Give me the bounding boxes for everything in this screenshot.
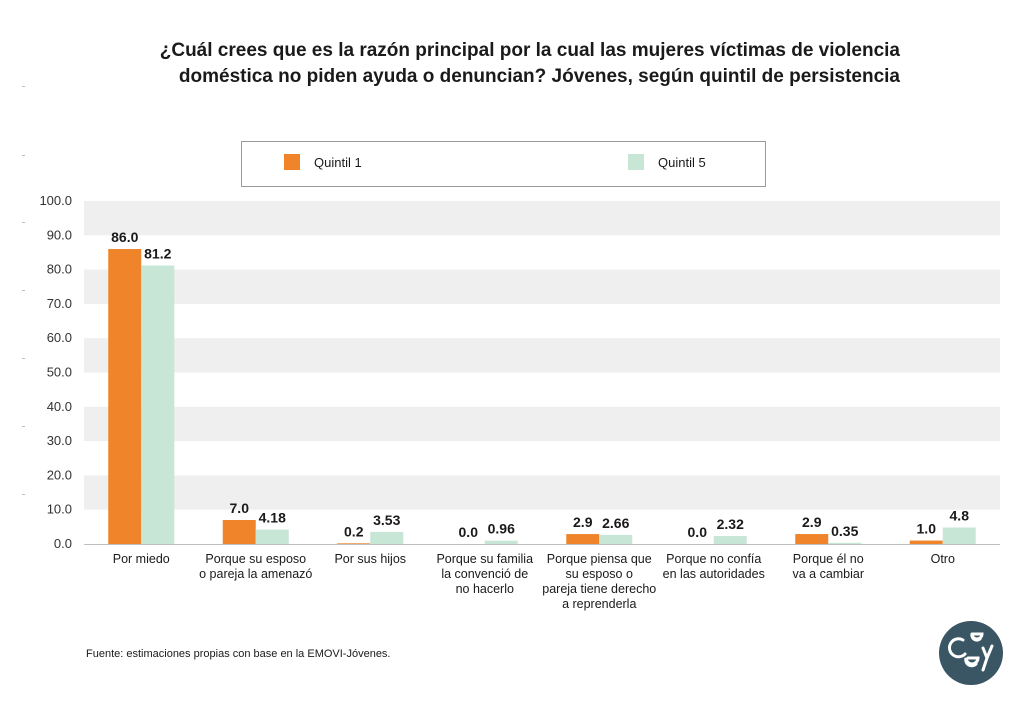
chart-title-line-2: doméstica no piden ayuda o denuncian? Jó… <box>178 66 900 87</box>
chart-title-line-1: ¿Cuál crees que es la razón principal po… <box>159 40 900 61</box>
data-label: 3.53 <box>373 512 400 528</box>
data-label: 0.2 <box>344 523 364 539</box>
category-label: Por sus hijos <box>334 552 406 566</box>
y-tick-label: 40.0 <box>47 399 72 414</box>
data-label: 1.0 <box>917 521 937 537</box>
y-tick-label: 50.0 <box>47 365 72 380</box>
category-label: Porque su esposo o pareja la amenazó <box>199 552 312 581</box>
bar-quintil-5 <box>484 540 518 544</box>
legend-item-quintil-5: Quintil 5 <box>628 154 706 170</box>
grid-band <box>84 269 1000 304</box>
y-tick-label: 30.0 <box>47 433 72 448</box>
bar-quintil-1 <box>795 534 829 544</box>
bar-quintil-1 <box>566 534 600 544</box>
data-label: 81.2 <box>144 245 171 261</box>
data-label: 7.0 <box>230 500 250 516</box>
bar-quintil-5 <box>828 542 862 544</box>
ceey-logo-icon <box>939 621 1003 685</box>
y-tick-label: 10.0 <box>47 502 72 517</box>
chart-title: ¿Cuál crees que es la razón principal po… <box>80 38 900 90</box>
bar-quintil-1 <box>222 519 256 544</box>
y-tick-label: 60.0 <box>47 330 72 345</box>
y-tick-label: 100.0 <box>39 193 72 208</box>
legend-label-quintil-5: Quintil 5 <box>658 154 706 170</box>
data-label: 4.8 <box>950 508 970 524</box>
legend-swatch-quintil-5 <box>628 154 644 170</box>
category-label: Porque su familia la convenció de no hacer… <box>436 552 533 596</box>
bar-quintil-5 <box>599 534 633 544</box>
grid-band <box>84 406 1000 442</box>
grid-band <box>84 475 1000 510</box>
y-tick-label: 20.0 <box>47 467 72 482</box>
y-tick-label: 80.0 <box>47 262 72 277</box>
bar-quintil-1 <box>909 540 943 544</box>
y-tick-label: 90.0 <box>47 227 72 242</box>
category-label: Porque piensa que su esposo o pareja tiene… <box>542 552 656 611</box>
category-label: Porque él no va a cambiar <box>792 552 864 581</box>
data-label: 2.32 <box>717 516 744 532</box>
category-label: Otro <box>931 552 955 566</box>
y-tick-label: 0.0 <box>54 536 72 551</box>
bar-quintil-1 <box>337 543 371 544</box>
bar-quintil-5 <box>942 527 976 544</box>
data-label: 86.0 <box>111 229 138 245</box>
data-label: 2.9 <box>802 514 822 530</box>
data-label: 0.96 <box>488 521 515 537</box>
legend-item-quintil-1: Quintil 1 <box>284 154 362 170</box>
source-note: Fuente: estimaciones propias con base en… <box>86 648 391 660</box>
data-label: 0.0 <box>459 524 479 540</box>
grid-band <box>84 338 1000 373</box>
legend-swatch-quintil-1 <box>284 154 300 170</box>
data-label: 2.9 <box>573 514 593 530</box>
grid-band <box>84 201 1000 236</box>
bar-quintil-5 <box>370 531 404 544</box>
legend-label-quintil-1: Quintil 1 <box>314 154 362 170</box>
data-label: 4.18 <box>259 510 286 526</box>
bar-quintil-5 <box>141 265 175 544</box>
category-label: Por miedo <box>113 552 170 566</box>
category-label: Porque no confía en las autoridades <box>663 552 765 581</box>
data-label: 2.66 <box>602 515 629 531</box>
data-label: 0.0 <box>688 524 708 540</box>
y-tick-label: 70.0 <box>47 296 72 311</box>
chart-legend: Quintil 1 Quintil 5 <box>241 141 766 187</box>
bar-quintil-5 <box>713 536 747 544</box>
bar-quintil-5 <box>255 529 289 544</box>
bar-quintil-1 <box>108 249 142 544</box>
data-label: 0.35 <box>831 523 858 539</box>
